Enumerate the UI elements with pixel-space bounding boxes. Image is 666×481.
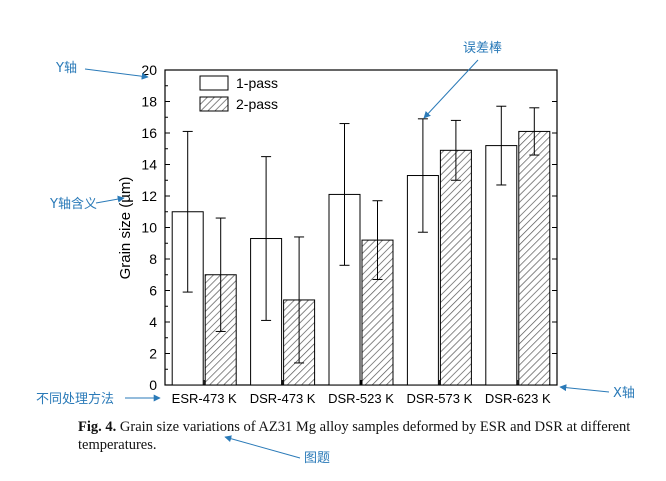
bar-2pass	[439, 149, 472, 386]
annotation-error-bar-arrow	[423, 59, 479, 119]
bar-1pass	[485, 145, 518, 386]
y-tick-label: 0	[149, 377, 157, 393]
annotation-y-axis: Y轴	[55, 61, 77, 76]
annotation-y-meaning-arrow	[95, 195, 125, 204]
bars-layer	[171, 130, 551, 386]
x-tick-label: ESR-473 K	[172, 391, 237, 406]
annotation-figure-title: 图题	[304, 451, 330, 466]
bar-2pass	[518, 130, 551, 386]
bar-1pass	[328, 193, 361, 386]
legend-swatch-1pass	[199, 75, 229, 91]
y-tick-label: 18	[141, 94, 157, 110]
y-tick-label: 4	[149, 314, 157, 330]
y-tick-label: 6	[149, 283, 157, 299]
y-tick-label: 8	[149, 251, 157, 267]
annotation-figure-title-arrow	[224, 435, 301, 459]
y-tick-label: 14	[141, 157, 157, 173]
x-tick-label: DSR-473 K	[250, 391, 316, 406]
legend-label-1pass: 1-pass	[236, 75, 278, 91]
y-axis: 0 2 4 6 8 10 12 14 16 18 20	[141, 62, 557, 393]
figure-caption: Fig. 4. Grain size variations of AZ31 Mg…	[78, 418, 638, 454]
legend-label-2pass: 2-pass	[236, 96, 278, 112]
x-tick-label: DSR-623 K	[485, 391, 551, 406]
y-tick-label: 16	[141, 125, 157, 141]
x-tick-label: DSR-523 K	[328, 391, 394, 406]
legend-swatch-2pass	[199, 96, 229, 112]
caption-text: Grain size variations of AZ31 Mg alloy s…	[78, 419, 631, 453]
annotation-x-axis-arrow	[559, 384, 610, 393]
annotation-error-bar: 误差棒	[463, 41, 502, 56]
y-tick-label: 2	[149, 346, 157, 362]
error-bars-layer	[182, 105, 540, 364]
annotation-categories: 不同处理方法	[36, 391, 114, 407]
caption-label: Fig. 4.	[78, 419, 117, 435]
y-axis-label: Grain size (µm)	[117, 177, 134, 280]
annotation-x-axis: X轴	[613, 386, 635, 401]
annotation-y-meaning: Y轴含义	[49, 196, 97, 212]
y-tick-label: 20	[141, 62, 157, 78]
legend: 1-pass 2-pass	[199, 75, 278, 112]
y-tick-label: 12	[141, 188, 157, 204]
x-tick-label: DSR-573 K	[407, 391, 473, 406]
x-axis: ESR-473 K DSR-473 K DSR-523 K DSR-573 K DSR-…	[172, 380, 551, 406]
annotation-y-axis-arrow	[84, 68, 149, 80]
annotations: 误差棒 Y轴 Y轴含义 不同处理方法 X轴 图题	[36, 41, 635, 466]
y-tick-label: 10	[141, 220, 157, 236]
